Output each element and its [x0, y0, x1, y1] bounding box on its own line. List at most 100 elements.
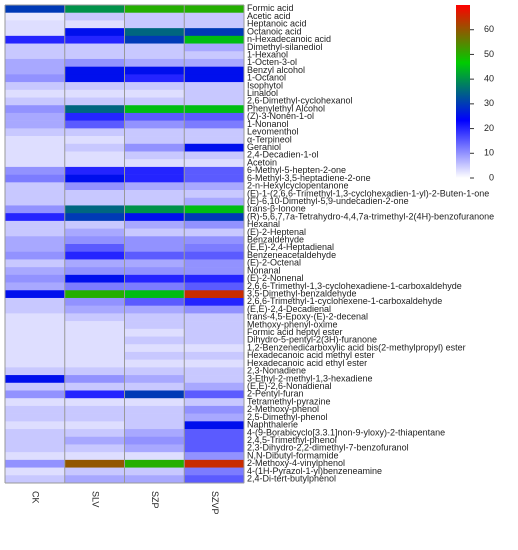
heat-cell: [5, 251, 66, 260]
row-label: Linalool: [247, 88, 278, 98]
color-tick-label: 0: [489, 172, 494, 182]
heat-cell: [124, 174, 185, 183]
heat-cell: [64, 305, 125, 314]
heat-cell: [184, 375, 245, 384]
heat-cell: [124, 429, 185, 438]
row-label: Octanoic acid: [247, 26, 302, 36]
heat-cell: [184, 143, 245, 152]
heat-cell: [5, 382, 66, 391]
heat-cell: [64, 74, 125, 83]
row-label: Dimethyl-silanediol: [247, 42, 323, 52]
heat-cell: [124, 290, 185, 299]
heat-cell: [64, 97, 125, 106]
heat-cell: [124, 82, 185, 91]
heat-cell: [64, 351, 125, 360]
row-label: (E)-1-(2,6,6-Trimethyl-1,3-cyclohexadien…: [247, 188, 489, 198]
color-tick-label: 60: [484, 24, 494, 34]
heat-cell: [5, 444, 66, 453]
heat-cell: [184, 136, 245, 145]
heat-cell: [5, 190, 66, 199]
heat-cell: [64, 159, 125, 168]
heat-cell: [124, 58, 185, 67]
heat-cell: [5, 213, 66, 222]
row-label: 2-Methoxy-4-vinylphenol: [247, 458, 345, 468]
heat-cell: [5, 182, 66, 191]
heat-cell: [124, 452, 185, 461]
heat-cell: [124, 421, 185, 430]
row-label: 6-Methyl-3,5-heptadiene-2-one: [247, 173, 371, 183]
row-label: (E)-6,10-Dimethyl-5,9-undecadien-2-one: [247, 196, 409, 206]
row-label: 2-n-Hexylcyclopentanone: [247, 181, 349, 191]
heat-cell: [124, 267, 185, 276]
heat-cell: [64, 58, 125, 67]
heat-cell: [184, 166, 245, 175]
heat-cell: [64, 459, 125, 468]
row-label: (R)-5,6,7,7a-Tetrahydro-4,4,7a-trimethyl…: [247, 211, 494, 221]
heat-cell: [5, 321, 66, 330]
heat-cell: [64, 405, 125, 414]
heat-cell: [64, 398, 125, 407]
heat-cell: [64, 328, 125, 337]
row-label: (E,E)-2,4-Decadienal: [247, 304, 331, 314]
heat-cell: [5, 197, 66, 206]
heat-cell: [184, 413, 245, 422]
heat-cell: [184, 220, 245, 229]
row-label: 3-Ethyl-2-methyl-1,3-hexadiene: [247, 373, 373, 383]
heat-cell: [124, 166, 185, 175]
heat-cell: [184, 151, 245, 160]
heat-cell: [184, 467, 245, 476]
color-tick-label: 40: [484, 74, 494, 84]
heat-cell: [184, 105, 245, 114]
heat-cell: [124, 321, 185, 330]
column-label: SLV: [90, 491, 100, 507]
heat-cell: [124, 97, 185, 106]
heat-cell: [5, 28, 66, 37]
heat-cell: [124, 35, 185, 44]
row-label: trans-β-Ionone: [247, 204, 306, 214]
row-label: 4-(9-Borabicyclo[3.3.1]non-9-yloxy)-2-th…: [247, 427, 445, 437]
heat-cell: [64, 213, 125, 222]
row-label: 2,4-Di-tert-butylphenol: [247, 474, 336, 484]
heat-cell: [64, 413, 125, 422]
heat-cell: [184, 174, 245, 183]
heat-cell: [5, 436, 66, 445]
heat-cell: [64, 35, 125, 44]
row-label: Dihydro-5-pentyl-2(3H)-furanone: [247, 335, 377, 345]
heat-cell: [184, 128, 245, 137]
heat-cell: [64, 297, 125, 306]
heat-cell: [64, 120, 125, 129]
row-label: (E)-2-Octenal: [247, 258, 301, 268]
heat-cell: [124, 351, 185, 360]
heat-cell: [64, 390, 125, 399]
heat-cell: [184, 74, 245, 83]
heat-cell: [124, 12, 185, 21]
heat-cell: [124, 228, 185, 237]
heat-cell: [184, 282, 245, 291]
heat-cell: [124, 197, 185, 206]
heat-cell: [184, 159, 245, 168]
heat-cell: [64, 251, 125, 260]
heat-cell: [124, 5, 185, 14]
heat-cell: [64, 436, 125, 445]
row-label: 2,6,6-Trimethyl-1,3-cyclohexadiene-1-car…: [247, 281, 462, 291]
row-label: Tetramethyl-pyrazine: [247, 396, 331, 406]
heat-cell: [184, 297, 245, 306]
heat-cell: [184, 290, 245, 299]
row-label: 2,5-Dimethyl-phenol: [247, 412, 328, 422]
heat-cell: [184, 390, 245, 399]
row-label: (E,E)-2,4-Heptadienal: [247, 242, 334, 252]
row-label: Naphthalene: [247, 420, 298, 430]
heat-cell: [64, 359, 125, 368]
heat-cell: [5, 290, 66, 299]
row-label: Methoxy-phenyl-oxime: [247, 319, 338, 329]
row-label: Benzyl alcohol: [247, 65, 305, 75]
heat-cell: [124, 444, 185, 453]
row-label: 3,5-Dimethyl-benzaldehyde: [247, 288, 357, 298]
heat-cell: [64, 220, 125, 229]
heat-cell: [64, 205, 125, 214]
row-label: 4-(1H-Pyrazol-1-yl)benzeneamine: [247, 466, 382, 476]
heat-cell: [124, 205, 185, 214]
row-label: 1-Octen-3-ol: [247, 57, 297, 67]
heat-cell: [184, 5, 245, 14]
